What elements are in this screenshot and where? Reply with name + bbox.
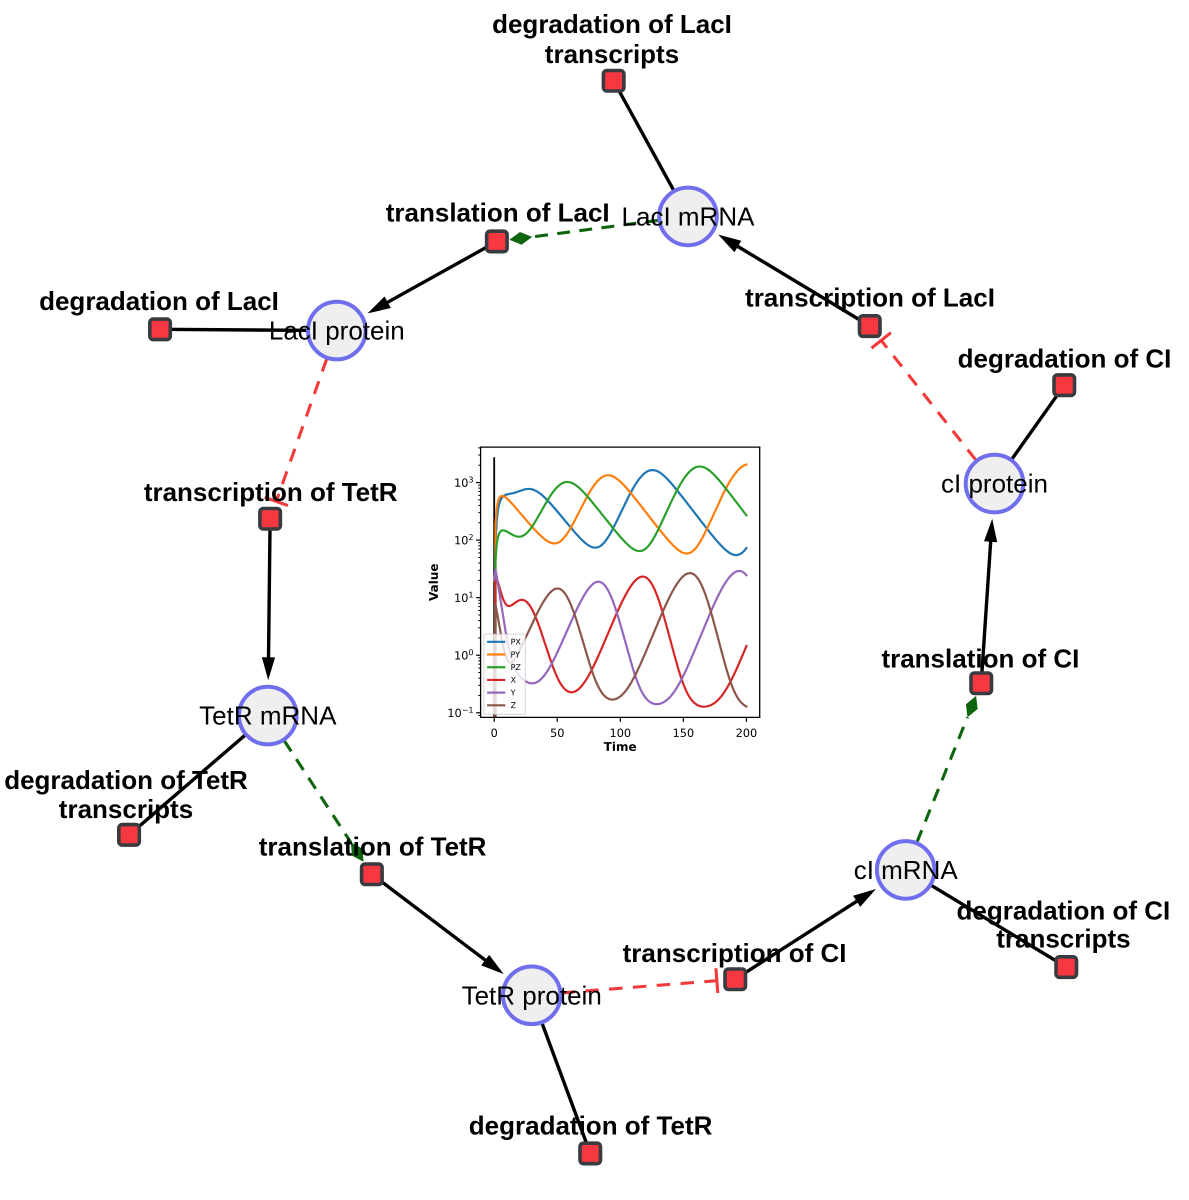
svg-text:degradation of CI: degradation of CI bbox=[958, 344, 1172, 374]
svg-text:translation of LacI: translation of LacI bbox=[386, 198, 610, 228]
svg-text:degradation of TetR: degradation of TetR bbox=[4, 765, 248, 795]
svg-text:transcripts: transcripts bbox=[59, 794, 193, 824]
svg-text:transcription of CI: transcription of CI bbox=[623, 938, 847, 968]
svg-text:transcripts: transcripts bbox=[996, 924, 1130, 954]
svg-text:degradation of LacI: degradation of LacI bbox=[492, 9, 732, 39]
svg-text:TetR mRNA: TetR mRNA bbox=[199, 701, 337, 731]
svg-text:LacI mRNA: LacI mRNA bbox=[622, 201, 756, 231]
svg-text:TetR protein: TetR protein bbox=[462, 980, 602, 1010]
svg-text:degradation of CI: degradation of CI bbox=[957, 896, 1171, 926]
svg-text:cI protein: cI protein bbox=[941, 469, 1048, 499]
svg-text:translation of TetR: translation of TetR bbox=[259, 832, 487, 862]
svg-text:LacI protein: LacI protein bbox=[269, 316, 405, 346]
svg-text:transcription of LacI: transcription of LacI bbox=[745, 283, 995, 313]
svg-text:translation of CI: translation of CI bbox=[881, 644, 1079, 674]
svg-text:degradation of TetR: degradation of TetR bbox=[469, 1111, 713, 1141]
svg-text:transcription of TetR: transcription of TetR bbox=[144, 477, 398, 507]
svg-text:degradation of LacI: degradation of LacI bbox=[39, 286, 279, 316]
svg-text:transcripts: transcripts bbox=[545, 39, 679, 69]
svg-text:cI mRNA: cI mRNA bbox=[854, 855, 959, 885]
